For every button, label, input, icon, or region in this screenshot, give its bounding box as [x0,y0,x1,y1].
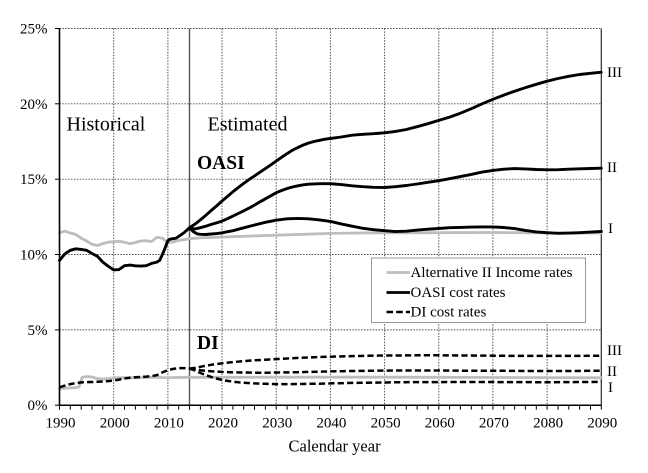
svg-text:5%: 5% [28,323,48,339]
svg-text:2030: 2030 [262,416,292,432]
svg-text:1990: 1990 [46,416,76,432]
svg-text:20%: 20% [20,97,48,113]
svg-text:DI: DI [197,333,219,354]
svg-text:II: II [607,160,617,176]
svg-text:2090: 2090 [587,416,617,432]
svg-text:0%: 0% [28,398,48,414]
svg-text:2010: 2010 [154,416,184,432]
svg-text:Alternative II Income rates: Alternative II Income rates [411,265,573,281]
svg-text:OASI: OASI [197,153,245,174]
svg-text:II: II [607,364,617,380]
svg-text:25%: 25% [20,22,48,38]
svg-text:2050: 2050 [371,416,401,432]
svg-text:OASI cost rates: OASI cost rates [411,285,506,301]
svg-text:DI cost rates: DI cost rates [411,305,487,321]
svg-text:2000: 2000 [100,416,130,432]
svg-text:2070: 2070 [479,416,509,432]
svg-text:Calendar year: Calendar year [289,436,382,455]
svg-text:Historical: Historical [67,114,146,136]
svg-text:2040: 2040 [316,416,346,432]
svg-text:I: I [608,380,613,396]
svg-text:10%: 10% [20,248,48,264]
svg-text:Estimated: Estimated [208,114,288,136]
svg-text:I: I [608,221,613,237]
svg-text:15%: 15% [20,172,48,188]
svg-text:III: III [607,65,622,81]
svg-text:2080: 2080 [533,416,563,432]
svg-text:2020: 2020 [208,416,238,432]
svg-text:2060: 2060 [425,416,455,432]
svg-text:III: III [607,343,622,359]
